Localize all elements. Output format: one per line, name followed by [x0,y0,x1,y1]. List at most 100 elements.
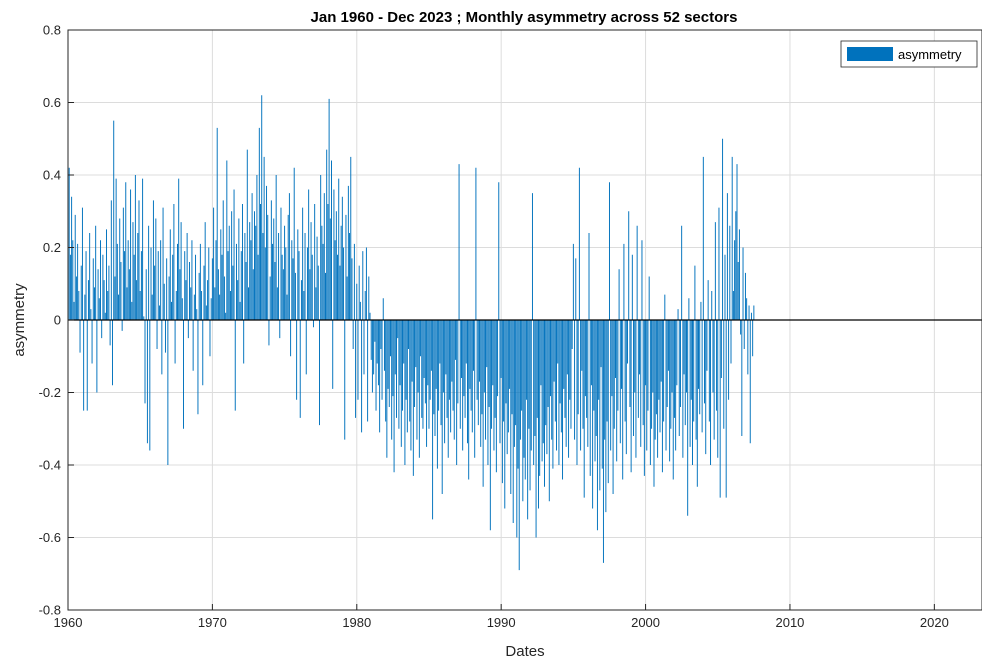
bar [705,320,707,455]
bar [409,320,411,422]
bar [615,320,616,378]
bar [630,320,632,473]
bar [683,320,685,375]
bar [463,320,465,397]
bar [744,272,746,321]
bar [131,301,133,321]
bar [302,207,304,321]
bar [676,320,678,386]
bar [320,175,322,320]
bar [677,309,679,321]
bar [724,254,726,320]
bar [671,320,673,393]
bar [367,320,369,422]
bar [138,200,140,321]
bar [747,320,749,375]
bar [214,287,216,321]
bar [155,218,157,320]
bar [150,247,152,320]
bar [322,243,324,321]
bar [580,320,582,451]
bar [268,320,270,346]
bar [305,320,307,375]
bar [719,320,721,498]
bar [628,211,630,320]
bar [284,225,286,320]
bar [452,320,454,411]
bar [746,298,748,320]
bar [244,233,246,320]
bar [557,320,559,364]
bar [266,185,268,321]
bar [338,178,340,320]
bar [274,262,276,320]
bar [202,320,204,386]
bar [151,294,153,320]
bar [355,320,357,418]
bar [126,287,128,321]
bar [356,283,358,320]
bar [365,247,367,320]
bar [197,320,199,415]
bar [713,320,715,440]
bar [528,320,530,429]
bar [619,320,621,444]
x-tick-label: 1980 [342,615,371,630]
bar [616,320,618,462]
bar [735,211,737,320]
bar [588,233,590,320]
bar [539,320,541,476]
bar [589,320,591,476]
bar [665,320,667,451]
bar [139,291,141,320]
bar [187,320,189,339]
bar [406,320,408,433]
bar [333,189,335,320]
bar [515,320,517,426]
bar [686,320,687,393]
bar [470,320,472,411]
bar [306,247,308,320]
bar [296,320,298,400]
x-axis-label: Dates [505,643,544,660]
bar [260,204,261,320]
bar [108,265,110,321]
bar [658,320,660,400]
bar [583,320,585,498]
bar [382,298,384,320]
bar [429,320,431,400]
bar [473,320,474,371]
bar [728,320,730,400]
bar [660,320,662,382]
y-axis-ticks: -0.8 -0.6 -0.4 -0.2 0 0.2 0.4 0.6 0.8 [39,23,74,618]
bar [489,320,491,531]
bar [158,305,160,320]
bar [270,200,272,321]
bar [453,320,455,440]
bar [173,204,175,320]
bar [696,320,698,487]
bar [698,320,699,389]
bar [544,320,545,487]
bar [235,243,237,321]
bar [456,320,458,465]
bar [500,320,502,378]
bar [536,320,538,418]
bar [192,320,194,371]
bar [157,251,159,320]
bar [185,280,187,321]
bar [163,283,165,320]
bar [381,320,383,400]
bar [741,320,743,436]
legend[interactable]: asymmetry [840,40,978,68]
bar [590,320,592,386]
bar [293,167,295,320]
bar [238,218,240,320]
bar [575,258,577,320]
bar [460,320,462,378]
bar [351,258,353,320]
bar [584,320,586,397]
bar [357,320,359,400]
bar [304,233,306,320]
bar [639,320,641,375]
